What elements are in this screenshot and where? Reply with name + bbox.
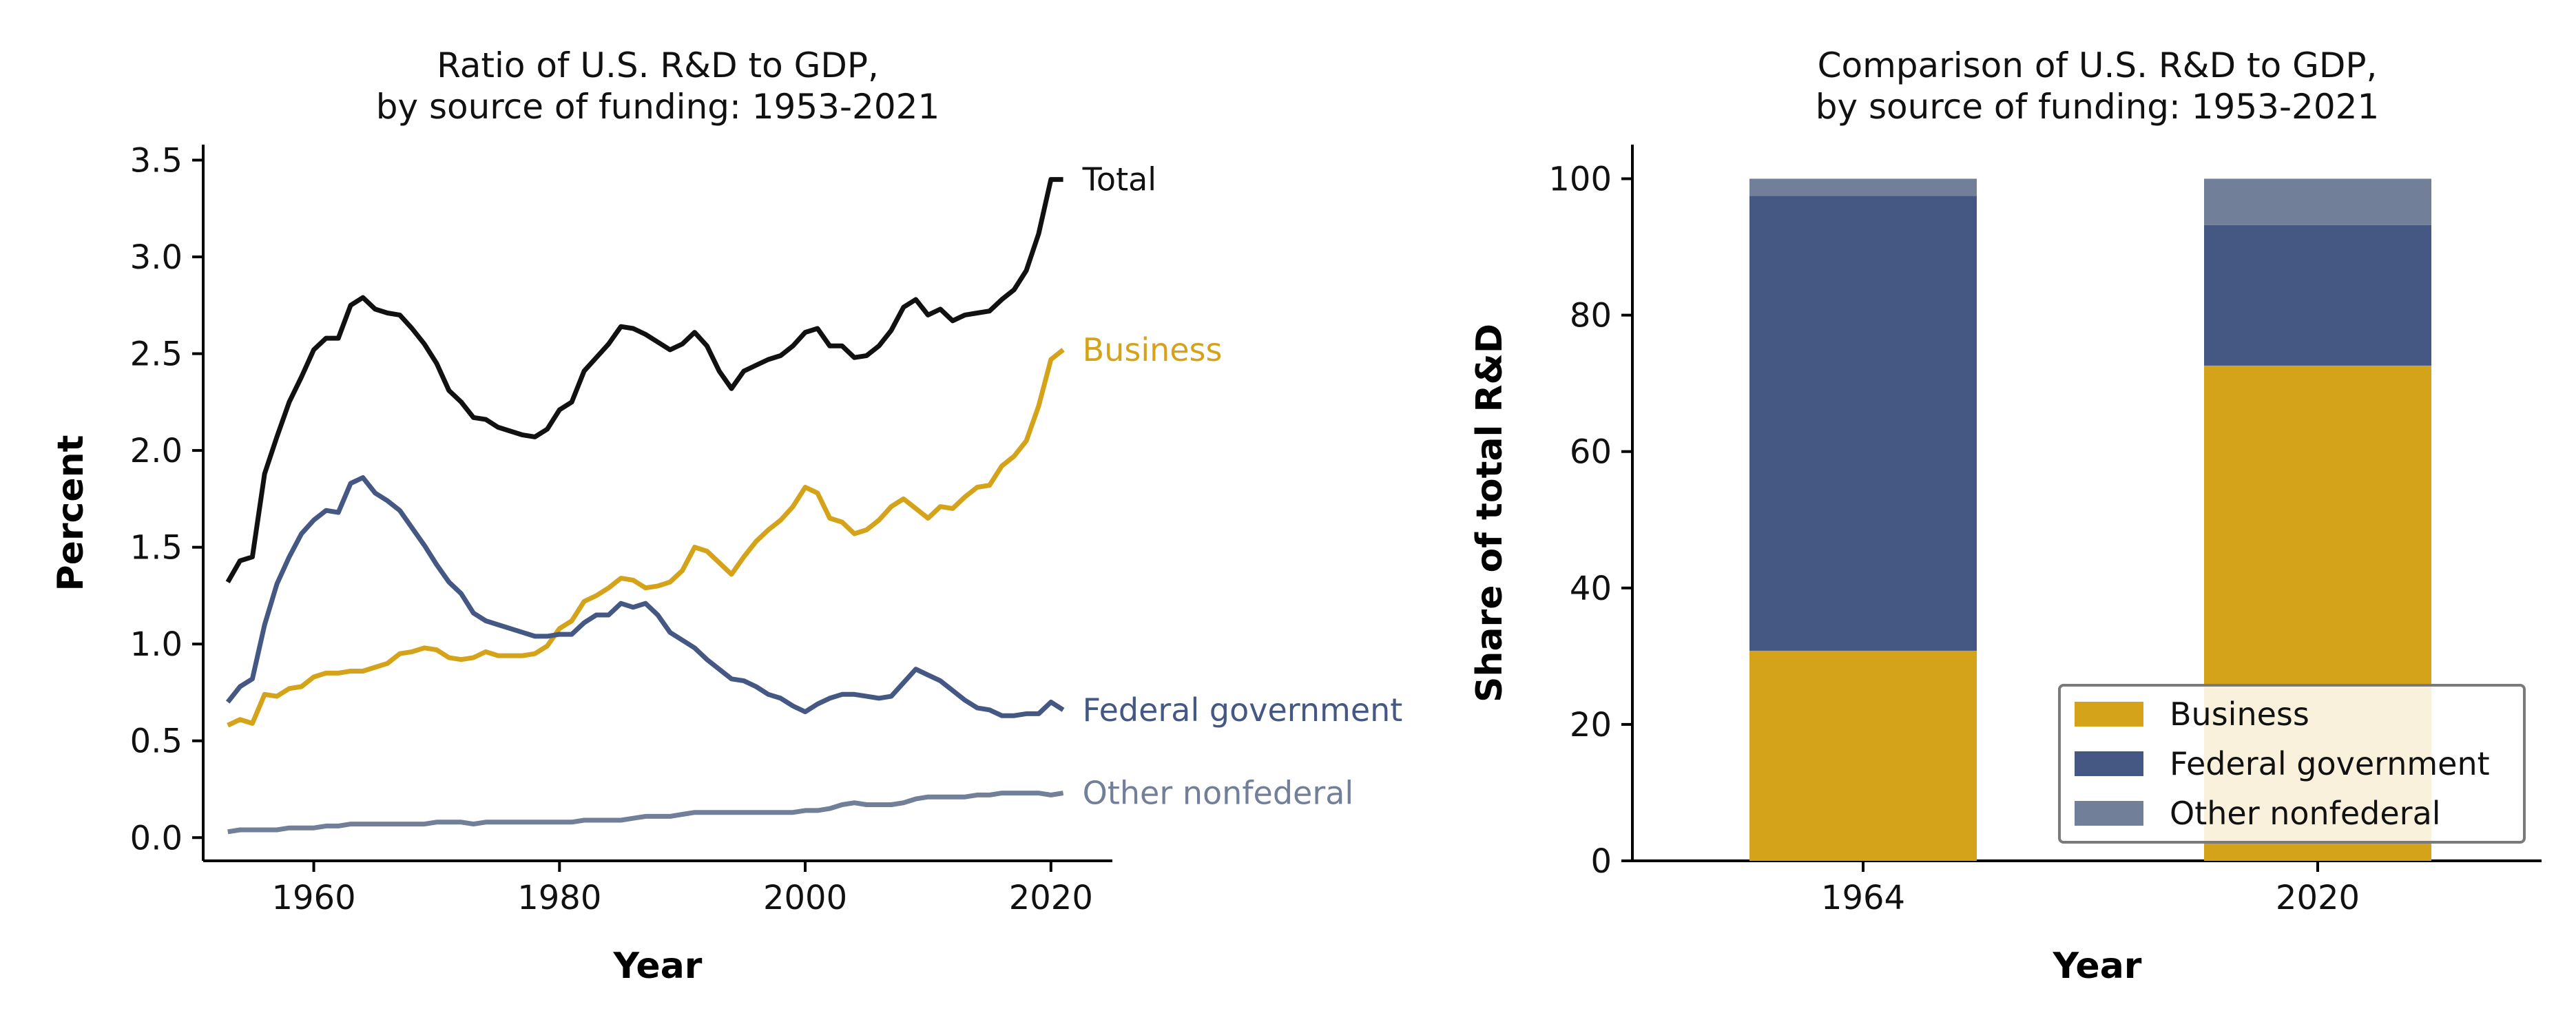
x-axis-title: Year	[2053, 946, 2142, 987]
series-label-total: Total	[1082, 161, 1156, 198]
x-axis-ticks: 1960 1980 2000 2020	[271, 861, 1093, 917]
series-line-total	[225, 177, 1063, 583]
x-tick-label: 2020	[1009, 879, 1093, 917]
y-tick-label: 3.5	[130, 141, 183, 180]
bar-federal-government-1964	[1749, 196, 1977, 651]
x-tick-label: 1960	[271, 879, 355, 917]
series-line-business	[227, 348, 1065, 728]
x-axis-title: Year	[613, 946, 703, 987]
y-axis-ticks: 0.0 0.5 1.0 1.5 2.0 2.5 3.0 3.5	[130, 141, 203, 857]
legend-label-other-nonfederal: Other nonfederal	[2170, 795, 2441, 832]
y-tick-label: 2.0	[130, 432, 183, 470]
y-tick-label: 20	[1570, 706, 1612, 744]
x-tick-label: 1964	[1821, 879, 1905, 917]
series-labels: Total Business Federal government Other non…	[1082, 161, 1403, 812]
y-axis-title: Share of total R&D	[1469, 324, 1510, 702]
series-line-federal-government	[225, 475, 1065, 718]
y-tick-label: 40	[1570, 570, 1612, 608]
bar-other-nonfederal-1964	[1749, 178, 1977, 196]
y-axis-title: Percent	[50, 435, 92, 592]
stacked-bar-chart: Comparison of U.S. R&D to GDP, by source…	[1469, 45, 2542, 987]
y-tick-label: 2.5	[130, 335, 183, 374]
x-axis-ticks: 1964 2020	[1821, 861, 2360, 917]
series-lines	[225, 177, 1065, 835]
chart-title-line-2: by source of funding: 1953-2021	[1816, 87, 2380, 127]
bar-business-1964	[1749, 650, 1977, 861]
y-axis-ticks: 0 20 40 60 80 100	[1548, 160, 1632, 881]
y-tick-label: 60	[1570, 433, 1612, 472]
series-label-other-nonfederal: Other nonfederal	[1083, 775, 1354, 812]
series-line-other-nonfederal	[227, 791, 1064, 835]
x-tick-label: 1980	[517, 879, 601, 917]
legend: Business Federal government Other nonfeder…	[2058, 684, 2526, 844]
bar-federal-government-2020	[2204, 225, 2431, 366]
legend-swatch-other-nonfederal	[2075, 801, 2143, 826]
bars	[1749, 178, 2431, 861]
y-tick-label: 100	[1548, 160, 1612, 199]
y-tick-label: 0.0	[130, 819, 183, 857]
chart-title-line-1: Ratio of U.S. R&D to GDP,	[437, 45, 879, 85]
axes	[202, 145, 1112, 862]
legend-frame	[2058, 684, 2526, 844]
y-tick-label: 3.0	[130, 238, 183, 277]
y-tick-label: 1.0	[130, 625, 183, 664]
series-label-business: Business	[1083, 331, 1223, 368]
y-tick-label: 1.5	[130, 529, 183, 567]
series-label-federal-government: Federal government	[1083, 691, 1403, 729]
chart-title-line-2: by source of funding: 1953-2021	[376, 87, 940, 127]
bar-other-nonfederal-2020	[2204, 178, 2431, 225]
y-tick-label: 80	[1570, 297, 1612, 335]
legend-label-federal-government: Federal government	[2170, 745, 2490, 782]
y-tick-label: 0.5	[130, 722, 183, 761]
x-tick-label: 2020	[2276, 879, 2360, 917]
legend-swatch-federal-government	[2075, 751, 2143, 776]
chart-title-line-1: Comparison of U.S. R&D to GDP,	[1818, 45, 2378, 85]
legend-label-business: Business	[2170, 696, 2309, 733]
line-chart: Ratio of U.S. R&D to GDP, by source of f…	[50, 45, 1402, 987]
x-tick-label: 2000	[763, 879, 847, 917]
legend-swatch-business	[2075, 702, 2143, 727]
y-tick-label: 0	[1590, 842, 1612, 881]
